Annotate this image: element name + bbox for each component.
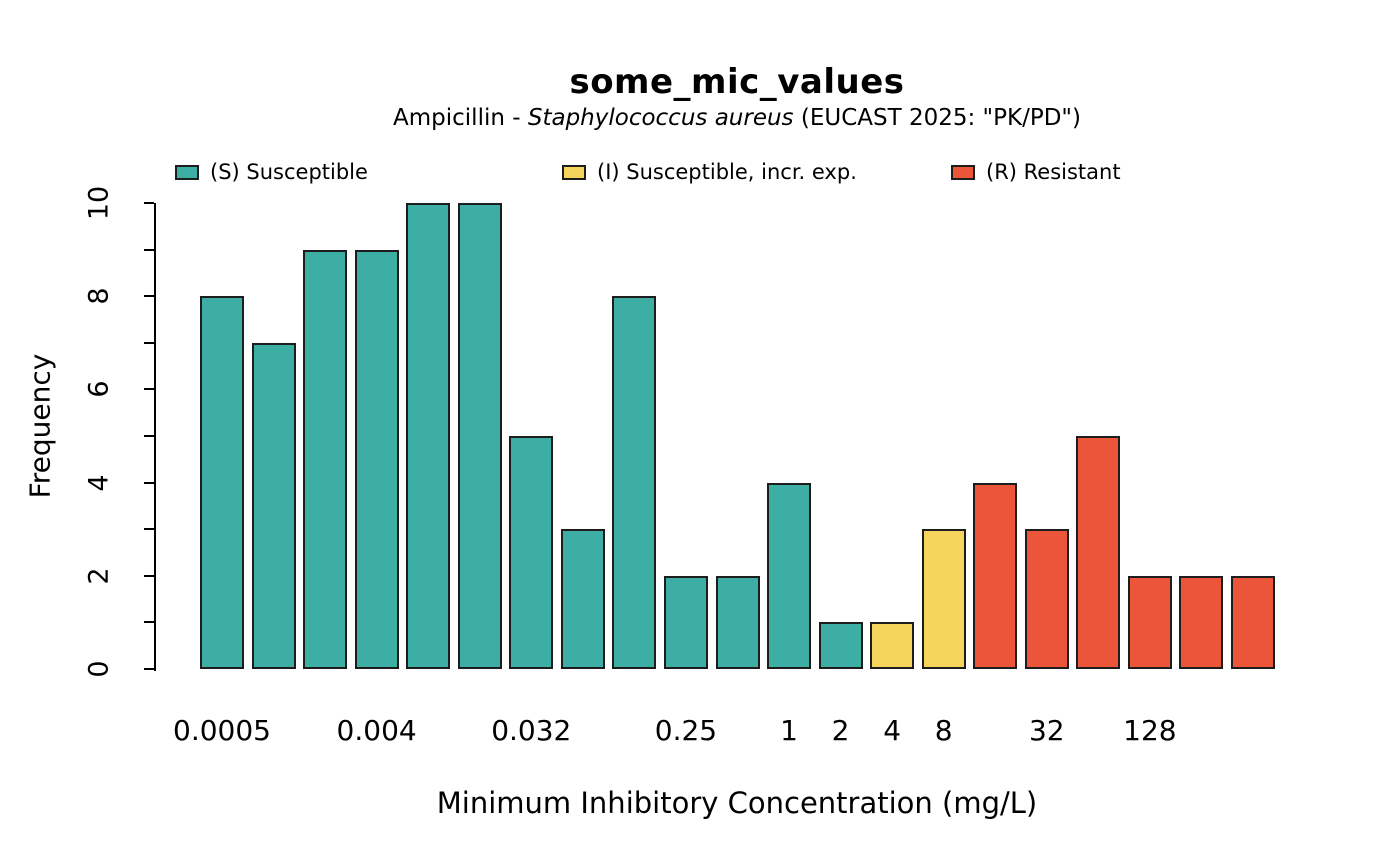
bar-mic-1 [767, 482, 812, 669]
x-tick-label-0.004: 0.004 [336, 714, 417, 747]
y-tick-label-0: 0 [83, 660, 115, 678]
x-tick-label-2: 2 [831, 714, 850, 747]
y-tick-label-6: 6 [83, 380, 115, 398]
y-axis-line [154, 203, 156, 671]
bar-mic-0.016 [457, 203, 502, 669]
x-tick-label-128: 128 [1123, 714, 1177, 747]
bar-mic-0.125 [612, 296, 657, 669]
x-tick-label-1: 1 [780, 714, 798, 747]
legend-entry-resistant: (R) Resistant [951, 159, 1121, 185]
y-axis-tick [144, 574, 154, 577]
subtitle-guideline: (EUCAST 2025: "PK/PD") [793, 105, 1081, 131]
chart-title: some_mic_values [569, 62, 905, 102]
x-tick-label-0.032: 0.032 [491, 714, 572, 747]
susceptible-incr-exp-swatch-icon [562, 164, 586, 180]
bar-mic-128 [1127, 575, 1172, 669]
bar-mic-0.0005 [200, 296, 244, 669]
legend-label-susceptible-incr-exp: (I) Susceptible, incr. exp. [597, 160, 857, 184]
y-axis-tick [144, 388, 154, 391]
y-tick-label-10: 10 [83, 185, 115, 221]
bar-mic-0.25 [663, 575, 708, 669]
x-axis-title: Minimum Inhibitory Concentration (mg/L) [436, 786, 1038, 820]
y-tick-label-8: 8 [83, 287, 115, 305]
bar-mic-0.002 [303, 249, 348, 669]
x-tick-label-4: 4 [883, 714, 902, 747]
bar-mic-0.064 [560, 529, 605, 669]
y-axis-tick [144, 621, 154, 624]
bar-mic-512 [1231, 575, 1275, 669]
bar-mic-2 [818, 622, 863, 669]
y-tick-label-2: 2 [83, 567, 115, 585]
bar-mic-0.5 [715, 575, 760, 669]
x-tick-label-32: 32 [1028, 714, 1065, 747]
bar-mic-16 [973, 482, 1018, 669]
bar-mic-256 [1179, 575, 1224, 669]
legend-entry-susceptible: (S) Susceptible [175, 159, 368, 185]
y-axis-tick [144, 295, 154, 298]
chart-subtitle: Ampicillin - Staphylococcus aureus (EUCA… [0, 105, 1400, 131]
x-tick-label-0.25: 0.25 [654, 714, 718, 747]
x-tick-label-0.0005: 0.0005 [173, 714, 271, 747]
y-axis-tick [144, 341, 154, 344]
y-axis-tick [144, 528, 154, 531]
bar-mic-64 [1076, 436, 1121, 669]
x-tick-label-8: 8 [934, 714, 953, 747]
legend-label-susceptible: (S) Susceptible [210, 160, 368, 184]
y-axis-tick [144, 248, 154, 251]
susceptible-swatch-icon [175, 164, 199, 180]
y-axis-tick [144, 481, 154, 484]
bar-mic-0.032 [509, 436, 554, 669]
bar-mic-8 [921, 529, 966, 669]
resistant-swatch-icon [951, 164, 975, 180]
bar-mic-32 [1024, 529, 1069, 669]
subtitle-organism: Staphylococcus aureus [527, 105, 794, 131]
y-axis-tick [144, 435, 154, 437]
legend-label-resistant: (R) Resistant [986, 160, 1121, 184]
bar-mic-0.004 [354, 249, 399, 669]
legend-entry-susceptible-incr-exp: (I) Susceptible, incr. exp. [562, 159, 857, 185]
y-axis-tick [144, 202, 154, 204]
y-axis-tick [144, 668, 154, 670]
subtitle-antibiotic: Ampicillin - [393, 105, 528, 131]
bar-mic-4 [870, 622, 915, 669]
y-tick-label-4: 4 [83, 474, 115, 492]
bar-mic-0.001 [251, 342, 296, 669]
bar-mic-0.008 [406, 203, 451, 669]
